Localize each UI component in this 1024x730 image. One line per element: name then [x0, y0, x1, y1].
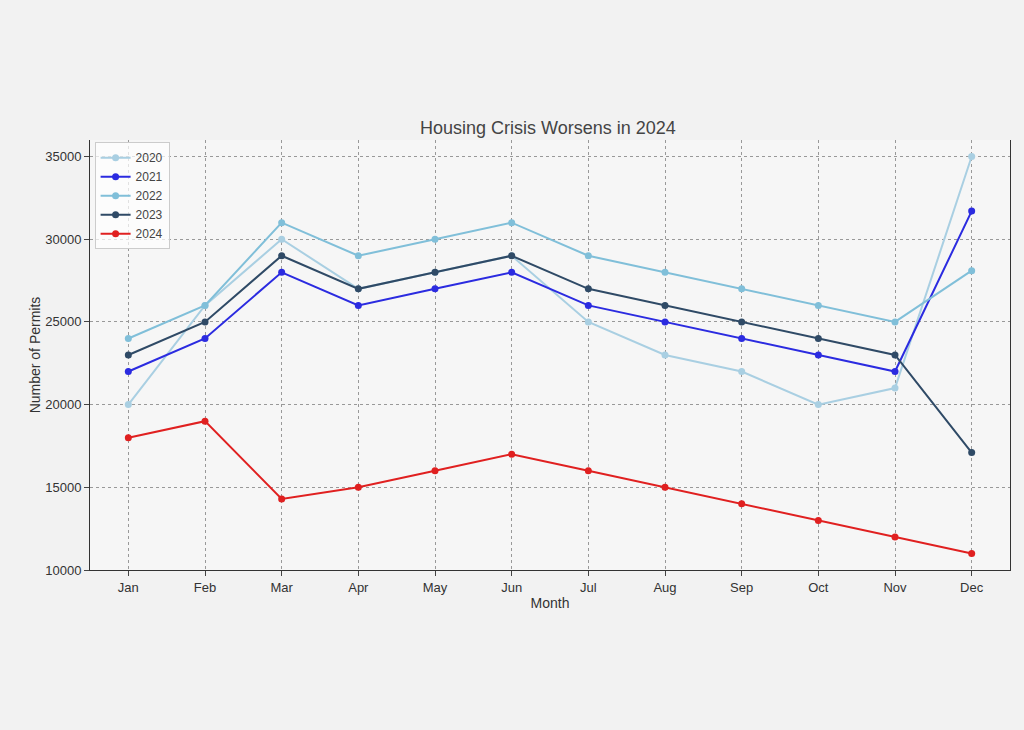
svg-text:15000: 15000	[45, 480, 81, 495]
svg-text:Apr: Apr	[348, 580, 369, 595]
svg-text:Oct: Oct	[808, 580, 829, 595]
svg-text:2023: 2023	[136, 208, 163, 222]
svg-text:Housing Crisis Worsens in 2024: Housing Crisis Worsens in 2024	[420, 118, 676, 138]
svg-text:Month: Month	[531, 595, 570, 611]
svg-text:Number of Permits: Number of Permits	[27, 297, 43, 414]
svg-text:2024: 2024	[136, 227, 163, 241]
svg-text:Jan: Jan	[118, 580, 139, 595]
svg-text:Mar: Mar	[270, 580, 293, 595]
svg-text:Aug: Aug	[653, 580, 676, 595]
svg-text:2022: 2022	[136, 189, 163, 203]
svg-text:2021: 2021	[136, 170, 163, 184]
svg-text:2020: 2020	[136, 151, 163, 165]
svg-text:Dec: Dec	[960, 580, 984, 595]
svg-text:25000: 25000	[45, 314, 81, 329]
svg-text:Sep: Sep	[730, 580, 753, 595]
svg-text:20000: 20000	[45, 397, 81, 412]
svg-text:Feb: Feb	[194, 580, 216, 595]
svg-text:10000: 10000	[45, 563, 81, 578]
svg-text:Jul: Jul	[580, 580, 597, 595]
svg-text:30000: 30000	[45, 232, 81, 247]
svg-text:May: May	[423, 580, 448, 595]
svg-text:35000: 35000	[45, 149, 81, 164]
svg-text:Nov: Nov	[883, 580, 907, 595]
svg-text:Jun: Jun	[501, 580, 522, 595]
